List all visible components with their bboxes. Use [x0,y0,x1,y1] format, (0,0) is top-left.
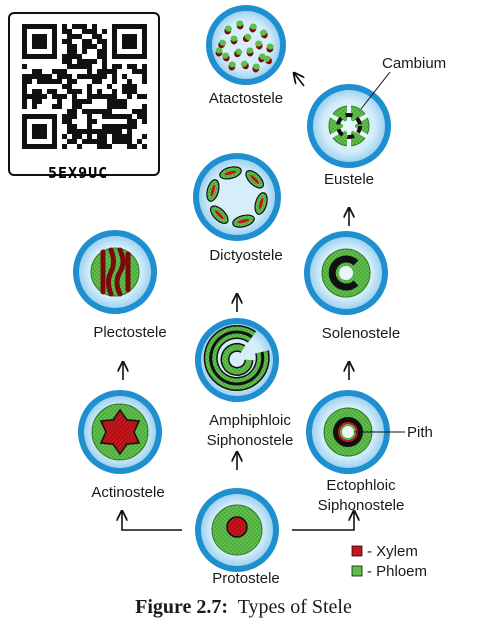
arrow-eustele-atactostele [294,73,305,87]
vascular-bundle [215,47,223,57]
vascular-bundle [218,39,227,49]
vascular-bundle [240,60,249,70]
legend-xylem-swatch [351,545,363,557]
solenostele-diagram [304,231,388,315]
vascular-bundle [228,61,236,71]
vascular-bundle [246,47,254,57]
meristele [210,205,229,224]
dictyostele-label: Dictyostele [209,247,282,264]
ectophloic-label-line1: Ectophloic [326,477,396,494]
arrow-protostele-actinostele [122,511,182,531]
ectophloic-siphonostele-diagram [306,390,390,474]
vascular-bundle [243,33,252,42]
vascular-bundle [252,63,260,73]
evolution-arrows [122,73,354,531]
vascular-bundle [230,35,238,45]
dictyostele-diagram [193,153,281,241]
amphiphloic-siphonostele-diagram [195,318,279,402]
vascular-bundle [255,40,263,50]
meristele [232,214,255,228]
vascular-bundle [249,23,257,33]
vascular-bundle [234,48,243,58]
qr-pattern [22,24,147,149]
cambium-pointer [360,71,391,110]
qr-code-text: 5EX9UC [48,164,109,182]
legend-phloem-label: - Phloem [367,563,427,580]
figure-number: Figure 2.7: [135,596,229,618]
eustele-diagram [307,84,391,168]
arrow-protostele-ectophloic [292,511,354,531]
plectostele-label: Plectostele [93,324,166,341]
figure-caption: Figure 2.7: Types of Stele [0,596,487,619]
figure-title: Types of Stele [237,596,352,618]
cambium-label: Cambium [382,55,446,72]
protostele-label: Protostele [212,570,280,587]
qr-code: 5EX9UC [8,12,160,182]
meristele [245,170,264,189]
atactostele-diagram [206,5,286,85]
pith-label: Pith [407,424,433,441]
meristele [219,166,242,180]
actinostele-label: Actinostele [91,484,164,501]
plectostele-diagram [73,230,157,314]
meristele [254,192,268,215]
legend-xylem-label: - Xylem [367,543,418,560]
legend-phloem-swatch [351,565,363,577]
ectophloic-label-line2: Siphonostele [318,497,405,514]
atactostele-label: Atactostele [209,90,283,107]
actinostele-diagram [78,390,162,474]
legend: - Xylem - Phloem [351,543,427,580]
vascular-bundle [259,29,268,39]
vascular-bundle [263,55,272,65]
vascular-bundle [224,25,232,35]
vascular-bundle [236,20,244,30]
eustele-label: Eustele [324,171,374,188]
vascular-bundle [266,43,274,53]
vascular-bundle [222,52,230,62]
amphiphloic-label-line1: Amphiphloic [209,412,291,429]
protostele-diagram [195,488,279,572]
amphiphloic-label-line2: Siphonostele [207,432,294,449]
solenostele-label: Solenostele [322,325,400,342]
meristele [206,179,220,202]
